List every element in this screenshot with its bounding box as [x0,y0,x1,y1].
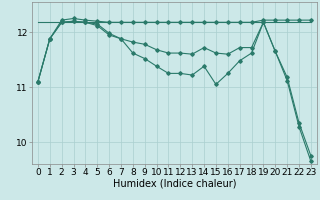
X-axis label: Humidex (Indice chaleur): Humidex (Indice chaleur) [113,179,236,189]
